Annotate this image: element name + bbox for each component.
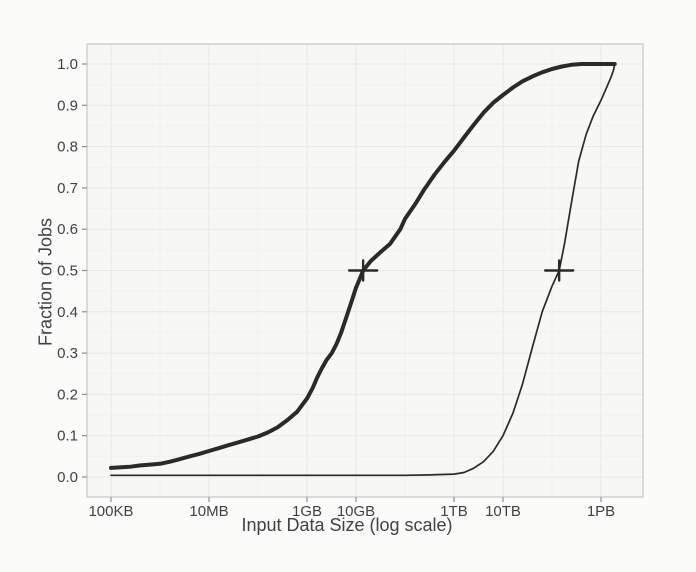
y-axis-title: Fraction of Jobs xyxy=(35,217,56,347)
y-tick-label: 0.2 xyxy=(57,386,78,403)
x-tick-label: 10TB xyxy=(485,503,521,520)
y-tick-label: 0.4 xyxy=(57,304,78,321)
y-tick-label: 0.7 xyxy=(57,180,78,197)
y-tick-label: 1.0 xyxy=(57,56,78,73)
x-tick-label: 1GB xyxy=(292,503,322,520)
x-tick-label: 100KB xyxy=(88,503,133,520)
x-tick-label: 10MB xyxy=(189,503,228,520)
y-tick-label: 0.8 xyxy=(57,139,78,156)
y-tick-label: 0.1 xyxy=(57,428,78,445)
thin-cdf-line xyxy=(110,63,616,477)
thick-cdf-line xyxy=(109,62,617,470)
x-axis-title: Input Data Size (log scale) xyxy=(241,515,453,535)
y-tick-label: 0.9 xyxy=(57,97,78,114)
x-tick-label: 10GB xyxy=(337,503,375,520)
y-tick-label: 0.6 xyxy=(57,221,78,238)
y-tick-label: 0.5 xyxy=(57,263,78,280)
y-tick-label: 0.0 xyxy=(57,469,78,486)
y-tick-label: 0.3 xyxy=(57,345,78,362)
x-tick-label: 1TB xyxy=(440,503,468,520)
x-tick-label: 1PB xyxy=(587,503,615,520)
